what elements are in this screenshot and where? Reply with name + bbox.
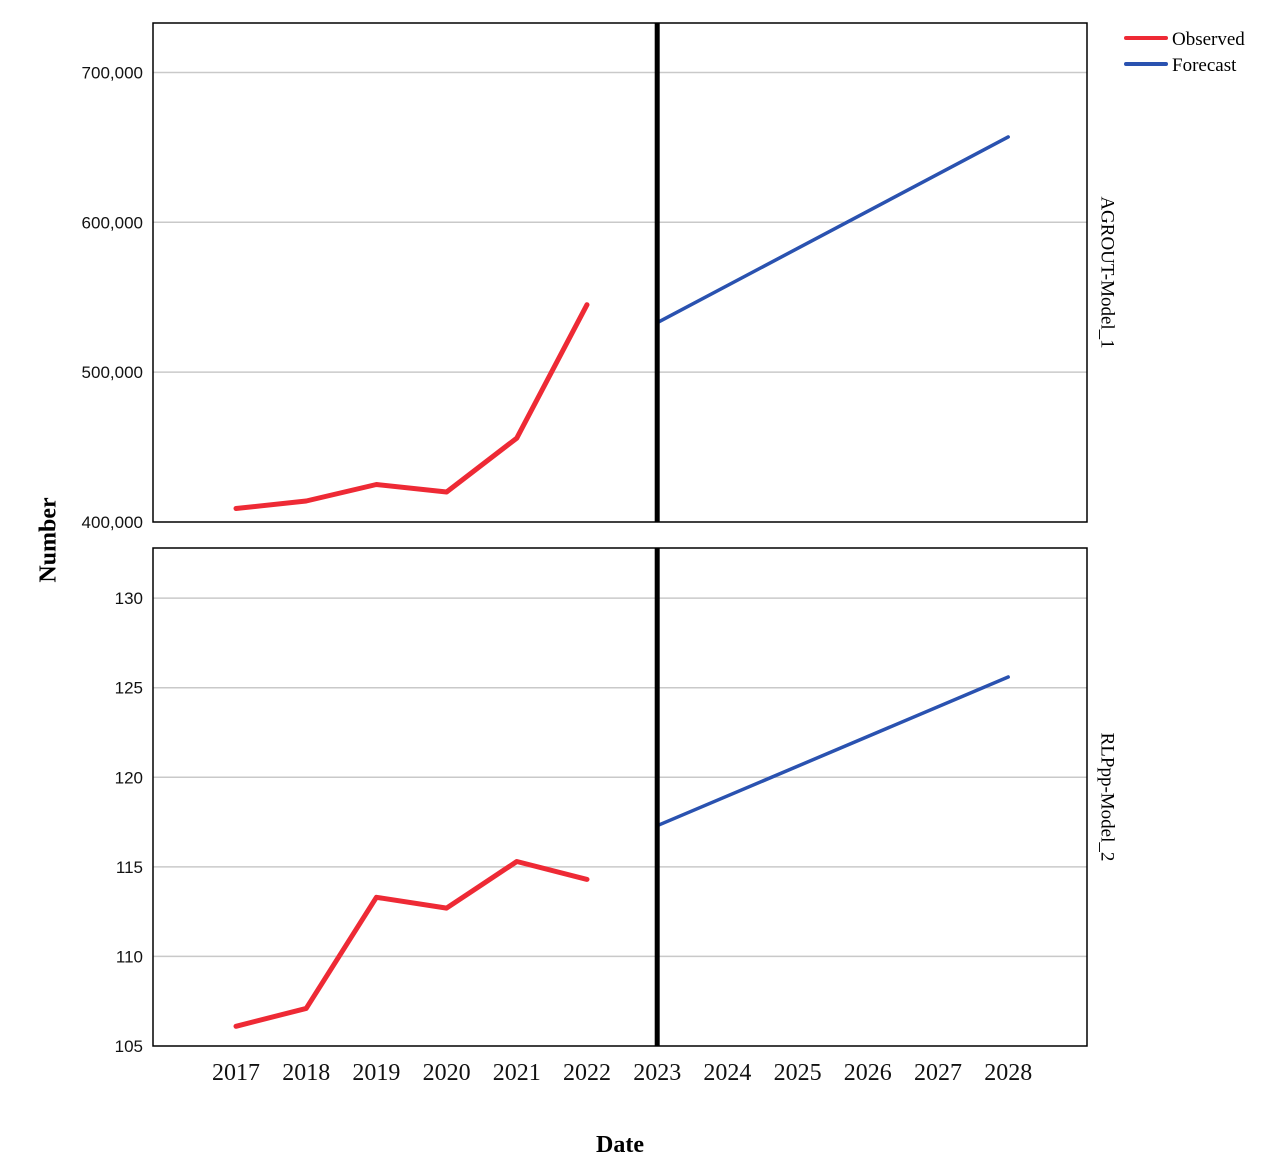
panel-frame	[152, 22, 1088, 523]
x-tick-label: 2018	[282, 1060, 330, 1086]
y-tick-label: 105	[115, 1037, 143, 1056]
panel-2: 105 110 115 120 125 130 RLPpp-Model_2	[115, 547, 1118, 1056]
x-tick-label: 2027	[914, 1060, 962, 1086]
legend: Observed Forecast	[1124, 29, 1245, 76]
x-tick-label: 2024	[703, 1060, 751, 1086]
x-tick-label: 2025	[774, 1060, 822, 1086]
y-tick-label: 500,000	[82, 363, 143, 382]
y-tick-label: 700,000	[82, 63, 143, 82]
x-tick-label: 2023	[633, 1060, 681, 1086]
x-tick-label: 2021	[493, 1060, 541, 1086]
observed-line	[233, 859, 590, 1029]
x-tick-label: 2028	[984, 1060, 1032, 1086]
y-axis-title: Number	[36, 497, 62, 583]
y-tick-label: 130	[115, 589, 143, 608]
x-axis-title: Date	[596, 1132, 644, 1158]
y-tick-label: 115	[116, 858, 143, 877]
x-tick-label: 2026	[844, 1060, 892, 1086]
legend-label: Forecast	[1172, 55, 1237, 76]
x-tick-label: 2017	[212, 1060, 260, 1086]
panels-group: 400,000 500,000 600,000 700,000 AGROUT-Model…	[82, 22, 1118, 1056]
y-tick-label: 400,000	[82, 513, 143, 532]
y-tick-label: 110	[116, 947, 143, 966]
panel-frame	[152, 547, 1088, 1047]
panel-label: AGROUT-Model_1	[1097, 196, 1118, 348]
x-axis: 2017 2018 2019 2020 2021 2022 2023 2024 2025 2026…	[212, 1060, 1032, 1086]
y-tick-label: 125	[115, 679, 143, 698]
x-tick-label: 2019	[352, 1060, 400, 1086]
panel-1: 400,000 500,000 600,000 700,000 AGROUT-Model…	[82, 22, 1118, 532]
y-tick-label: 600,000	[82, 213, 143, 232]
x-tick-label: 2022	[563, 1060, 611, 1086]
y-tick-label: 120	[115, 768, 143, 787]
forecast-line	[655, 135, 1010, 325]
observed-line	[233, 302, 590, 511]
forecast-line	[655, 675, 1010, 828]
legend-label: Observed	[1172, 29, 1245, 50]
x-tick-label: 2020	[423, 1060, 471, 1086]
panel-label: RLPpp-Model_2	[1097, 733, 1118, 862]
